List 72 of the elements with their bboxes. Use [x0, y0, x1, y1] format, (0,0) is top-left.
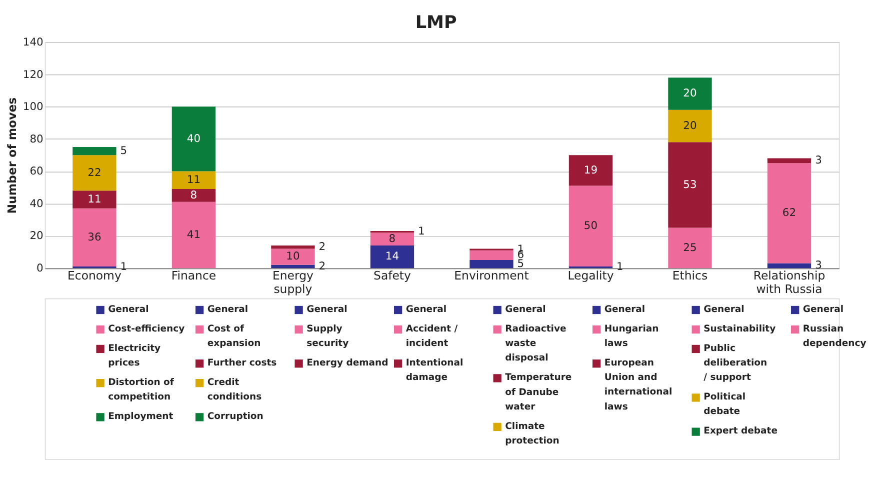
data-label: 1: [616, 260, 624, 274]
legend-label: Intentional damage: [406, 358, 464, 384]
legend-label: Supply security: [306, 323, 349, 350]
data-label: 8: [190, 188, 198, 202]
data-label: 2: [318, 240, 326, 254]
legend-label: General: [207, 304, 248, 315]
data-label: 1: [120, 260, 128, 274]
legend-label: Cost of expansion: [207, 323, 261, 350]
y-tick-label: 120: [22, 68, 44, 81]
legend-label: General: [704, 304, 744, 315]
data-label: 36: [88, 230, 102, 244]
legend-label: Russian dependency: [802, 323, 866, 350]
y-tick-label: 0: [36, 262, 44, 275]
x-tick-label: Ethics: [672, 268, 708, 282]
legend-label: Corruption: [207, 411, 264, 422]
y-tick-label: 140: [22, 35, 44, 48]
data-label: 20: [683, 86, 697, 100]
legend-label: Credit conditions: [207, 377, 262, 403]
legend-label: Further costs: [207, 358, 278, 369]
legend-label: Radioactive waste disposal: [505, 323, 566, 364]
legend-label: General: [802, 304, 844, 315]
legend-label: Political debate: [704, 392, 746, 418]
data-label: 14: [385, 250, 400, 263]
legend-label: Distortion of competition: [108, 377, 175, 403]
legend-label: Cost-efficiency: [108, 323, 185, 334]
y-tick-label: 100: [22, 100, 44, 114]
x-tick-label: Finance: [171, 268, 216, 282]
legend-label: Sustainability: [704, 323, 776, 334]
data-label: 11: [88, 192, 102, 206]
data-label: 5: [517, 256, 524, 270]
legend-label: General: [108, 304, 149, 315]
x-tick-label: Environment: [454, 268, 530, 282]
legend-label: Electricity prices: [108, 342, 161, 369]
legend-label: General: [406, 304, 447, 315]
legend-label: General: [505, 304, 546, 315]
data-label: 22: [88, 166, 102, 179]
legend-label: Energy demand: [306, 358, 388, 369]
chart-title: LMP: [415, 12, 457, 33]
y-tick-label: 60: [30, 164, 44, 178]
data-label: 62: [782, 206, 796, 220]
legend-label: Accident / incident: [406, 323, 458, 350]
x-tick-label: Safety: [374, 268, 411, 282]
x-tick-label: Energy supply: [272, 268, 314, 296]
x-tick-label: Legality: [568, 268, 614, 282]
data-label: 50: [584, 219, 598, 232]
data-label: 20: [683, 118, 697, 132]
data-label: 3: [815, 154, 822, 167]
data-label: 25: [683, 240, 697, 254]
legend-label: Hungarian laws: [604, 323, 659, 350]
legend-label: General: [604, 304, 646, 315]
legend-label: Expert debate: [704, 426, 778, 437]
legend-label: General: [306, 304, 348, 315]
legend-label: Temperature of Danube water: [505, 372, 572, 412]
data-label: 5: [120, 144, 128, 157]
legend-label: Climate protection: [505, 420, 560, 446]
x-tick-label: Economy: [68, 268, 122, 282]
data-label: 41: [186, 228, 201, 241]
legend-label: Public deliberation / support: [704, 342, 768, 384]
data-label: 2: [318, 259, 326, 272]
legend-label: European Union and international laws: [604, 358, 672, 412]
y-tick-label: 80: [30, 132, 44, 146]
data-label: 11: [186, 173, 201, 186]
data-label: 40: [186, 132, 201, 145]
y-axis-title: Number of moves: [5, 97, 20, 214]
y-tick-label: 40: [30, 196, 44, 210]
data-label: 53: [683, 178, 697, 191]
data-label: 1: [418, 224, 425, 238]
data-label: 19: [584, 163, 598, 176]
data-label: 8: [388, 232, 396, 245]
y-tick-label: 20: [30, 229, 44, 242]
legend-label: Employment: [108, 411, 174, 422]
data-label: 10: [286, 250, 300, 263]
